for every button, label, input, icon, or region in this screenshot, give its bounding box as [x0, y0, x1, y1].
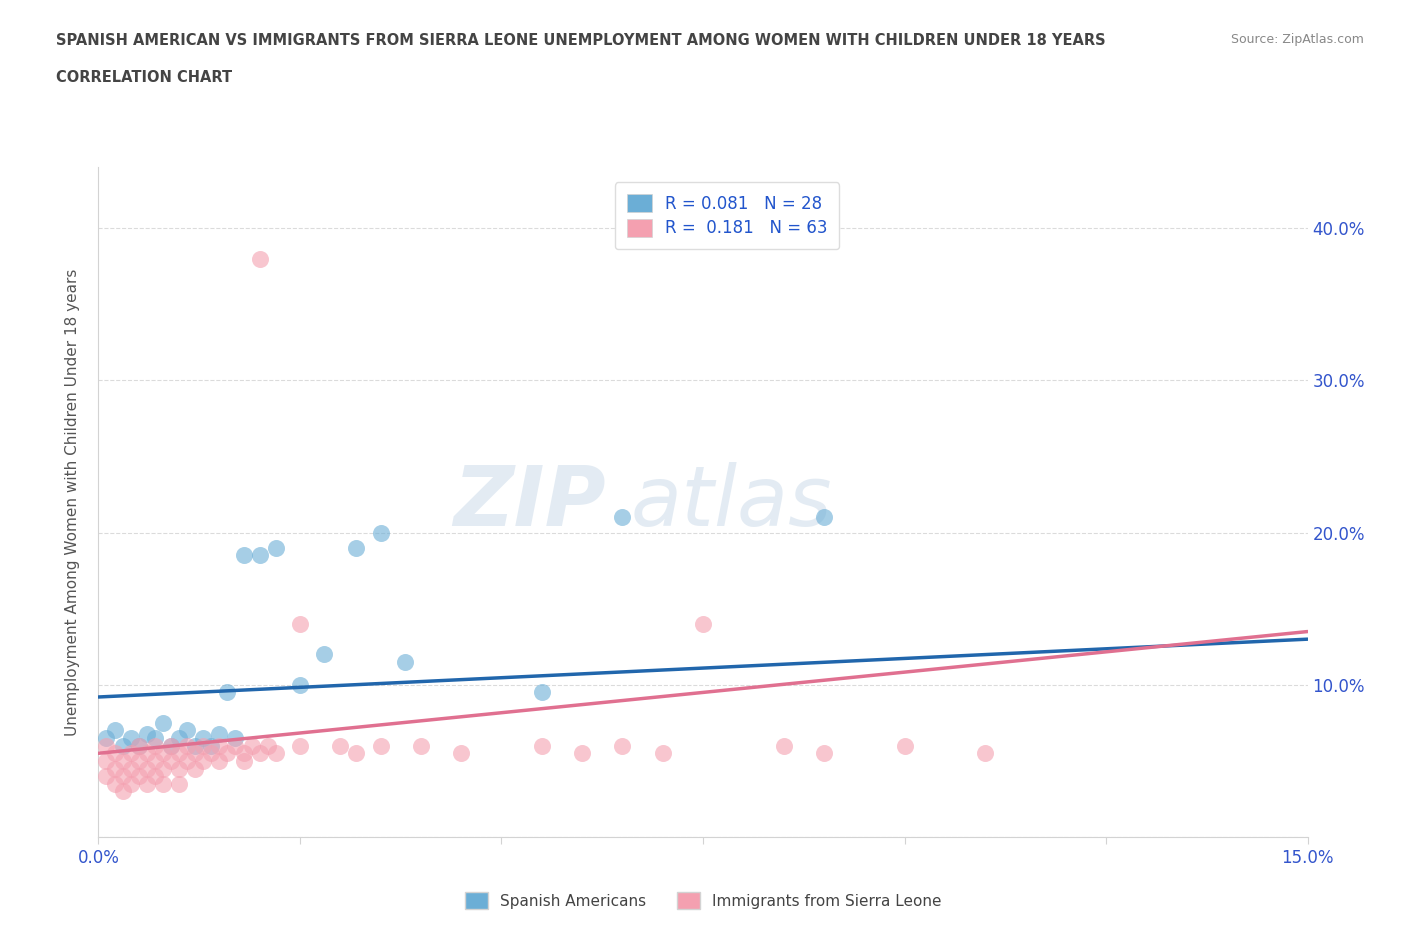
Point — [249, 548, 271, 563]
Point — [692, 617, 714, 631]
Point — [249, 746, 271, 761]
Point — [344, 746, 367, 761]
Point — [120, 761, 142, 776]
Point — [96, 753, 118, 768]
Point — [193, 738, 215, 753]
Point — [143, 769, 166, 784]
Point — [135, 726, 157, 741]
Y-axis label: Unemployment Among Women with Children Under 18 years: Unemployment Among Women with Children U… — [65, 269, 80, 736]
Point — [160, 738, 183, 753]
Point — [103, 746, 125, 761]
Point — [193, 753, 215, 768]
Point — [135, 746, 157, 761]
Text: SPANISH AMERICAN VS IMMIGRANTS FROM SIERRA LEONE UNEMPLOYMENT AMONG WOMEN WITH C: SPANISH AMERICAN VS IMMIGRANTS FROM SIER… — [56, 33, 1107, 47]
Point — [612, 738, 634, 753]
Point — [176, 753, 198, 768]
Point — [160, 738, 183, 753]
Point — [208, 738, 231, 753]
Point — [217, 746, 239, 761]
Point — [314, 647, 336, 662]
Point — [224, 738, 246, 753]
Point — [232, 746, 254, 761]
Point — [152, 777, 174, 791]
Point — [974, 746, 997, 761]
Point — [530, 685, 553, 700]
Point — [394, 655, 416, 670]
Point — [120, 731, 142, 746]
Point — [288, 617, 311, 631]
Point — [160, 753, 183, 768]
Point — [217, 685, 239, 700]
Point — [120, 746, 142, 761]
Point — [264, 746, 287, 761]
Point — [167, 761, 190, 776]
Point — [184, 738, 207, 753]
Point — [96, 738, 118, 753]
Point — [111, 784, 134, 799]
Point — [370, 738, 392, 753]
Point — [344, 540, 367, 555]
Point — [813, 746, 835, 761]
Point — [152, 715, 174, 730]
Point — [193, 731, 215, 746]
Point — [152, 761, 174, 776]
Point — [224, 731, 246, 746]
Point — [184, 746, 207, 761]
Point — [288, 677, 311, 692]
Point — [143, 753, 166, 768]
Point — [571, 746, 593, 761]
Point — [184, 761, 207, 776]
Point — [96, 769, 118, 784]
Point — [176, 723, 198, 737]
Text: CORRELATION CHART: CORRELATION CHART — [56, 70, 232, 85]
Point — [176, 738, 198, 753]
Point — [612, 510, 634, 525]
Point — [111, 753, 134, 768]
Point — [813, 510, 835, 525]
Point — [167, 777, 190, 791]
Legend: Spanish Americans, Immigrants from Sierra Leone: Spanish Americans, Immigrants from Sierr… — [457, 884, 949, 916]
Point — [200, 746, 222, 761]
Point — [772, 738, 794, 753]
Point — [256, 738, 278, 753]
Point — [651, 746, 673, 761]
Point — [128, 738, 150, 753]
Point — [103, 761, 125, 776]
Point — [135, 761, 157, 776]
Point — [167, 731, 190, 746]
Point — [249, 251, 271, 266]
Point — [264, 540, 287, 555]
Point — [240, 738, 263, 753]
Point — [200, 738, 222, 753]
Point — [143, 738, 166, 753]
Point — [530, 738, 553, 753]
Point — [370, 525, 392, 540]
Point — [232, 753, 254, 768]
Text: atlas: atlas — [630, 461, 832, 543]
Point — [232, 548, 254, 563]
Point — [120, 777, 142, 791]
Point — [111, 738, 134, 753]
Point — [111, 769, 134, 784]
Point — [409, 738, 432, 753]
Point — [152, 746, 174, 761]
Point — [450, 746, 472, 761]
Point — [103, 777, 125, 791]
Point — [143, 731, 166, 746]
Point — [128, 769, 150, 784]
Point — [893, 738, 915, 753]
Point — [208, 726, 231, 741]
Point — [135, 777, 157, 791]
Text: Source: ZipAtlas.com: Source: ZipAtlas.com — [1230, 33, 1364, 46]
Text: ZIP: ZIP — [454, 461, 606, 543]
Point — [128, 738, 150, 753]
Point — [329, 738, 352, 753]
Point — [103, 723, 125, 737]
Point — [128, 753, 150, 768]
Point — [208, 753, 231, 768]
Point — [288, 738, 311, 753]
Point — [167, 746, 190, 761]
Point — [96, 731, 118, 746]
